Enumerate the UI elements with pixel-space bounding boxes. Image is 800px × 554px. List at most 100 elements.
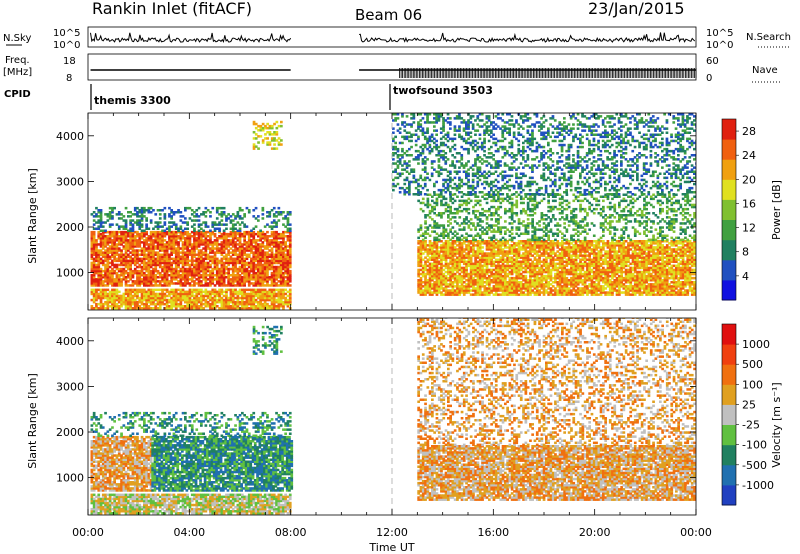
heat-cell bbox=[275, 239, 278, 242]
heat-cell bbox=[149, 294, 153, 298]
heat-cell bbox=[129, 305, 132, 308]
heat-cell bbox=[145, 247, 148, 250]
heat-cell bbox=[478, 260, 482, 263]
heat-cell bbox=[272, 271, 276, 275]
heat-cell bbox=[270, 292, 274, 296]
heat-cell bbox=[478, 258, 482, 261]
heat-cell bbox=[206, 209, 210, 212]
heat-cell bbox=[513, 262, 516, 266]
heat-cell bbox=[535, 250, 539, 253]
heat-cell bbox=[510, 281, 514, 284]
heat-cell bbox=[583, 276, 587, 280]
heat-cell bbox=[437, 266, 441, 270]
heat-cell bbox=[586, 266, 589, 270]
heat-cell bbox=[586, 244, 589, 247]
heat-cell bbox=[421, 240, 425, 243]
heat-cell bbox=[163, 269, 167, 273]
heat-cell bbox=[99, 243, 103, 246]
heat-cell bbox=[510, 276, 514, 280]
heat-cell bbox=[149, 302, 153, 306]
heat-cell bbox=[129, 239, 132, 242]
heat-cell bbox=[92, 276, 96, 279]
heat-cell bbox=[181, 288, 185, 292]
heat-cell bbox=[417, 240, 420, 243]
heat-cell bbox=[524, 262, 528, 266]
heat-cell bbox=[174, 247, 178, 250]
heat-cell bbox=[275, 237, 278, 240]
heat-cell bbox=[222, 206, 226, 210]
heat-cell bbox=[193, 302, 196, 306]
heat-cell bbox=[494, 281, 498, 284]
heat-cell bbox=[433, 262, 436, 266]
heat-cell bbox=[231, 278, 235, 281]
heat-cell bbox=[129, 247, 132, 250]
heat-cell bbox=[579, 266, 582, 270]
heat-cell bbox=[284, 235, 287, 238]
heat-cell bbox=[202, 229, 205, 232]
heat-cell bbox=[588, 248, 591, 251]
heat-cell bbox=[181, 257, 185, 261]
heat-cell bbox=[590, 281, 594, 284]
heat-cell bbox=[200, 263, 203, 267]
heat-cell bbox=[184, 307, 187, 310]
heat-cell bbox=[286, 276, 290, 279]
heat-cell bbox=[99, 259, 103, 263]
heat-cell bbox=[561, 258, 564, 261]
heat-cell bbox=[538, 270, 541, 274]
heat-cell bbox=[101, 276, 105, 279]
heat-cell bbox=[154, 239, 158, 242]
heat-cell bbox=[494, 258, 498, 261]
heat-cell bbox=[286, 298, 290, 302]
heat-cell bbox=[184, 257, 187, 261]
heat-cell bbox=[188, 267, 192, 271]
heat-cell bbox=[95, 241, 98, 244]
heat-cell bbox=[499, 264, 503, 268]
heat-cell bbox=[428, 276, 432, 280]
heat-cell bbox=[163, 302, 167, 306]
heat-cell bbox=[474, 287, 477, 290]
heat-cell bbox=[138, 235, 142, 238]
heat-cell bbox=[576, 276, 580, 280]
heat-cell bbox=[581, 240, 585, 243]
heat-cell bbox=[170, 261, 173, 265]
heat-cell bbox=[426, 279, 430, 282]
heat-cell bbox=[209, 274, 212, 277]
heat-cell bbox=[90, 255, 94, 258]
heat-cell bbox=[97, 292, 101, 296]
heat-cell bbox=[204, 278, 208, 281]
heat-cell bbox=[474, 240, 477, 243]
heat-cell bbox=[259, 294, 262, 298]
heat-cell bbox=[419, 276, 423, 280]
heat-cell bbox=[522, 260, 525, 263]
heat-cell bbox=[163, 229, 167, 232]
heat-cell bbox=[590, 268, 594, 272]
heat-cell bbox=[179, 288, 183, 292]
heat-cell bbox=[460, 270, 464, 274]
heat-cell bbox=[220, 290, 224, 294]
heat-cell bbox=[540, 248, 544, 251]
heat-cell bbox=[197, 290, 201, 294]
heat-cell bbox=[124, 230, 128, 234]
heat-cell bbox=[138, 282, 142, 285]
heat-cell bbox=[190, 251, 194, 254]
heat-cell bbox=[106, 261, 110, 265]
heat-cell bbox=[206, 225, 210, 228]
heat-cell bbox=[186, 294, 189, 298]
heat-cell bbox=[211, 257, 215, 261]
heat-cell bbox=[158, 232, 162, 236]
heat-cell bbox=[202, 261, 205, 265]
heat-cell bbox=[170, 298, 173, 302]
heat-cell bbox=[279, 300, 283, 304]
heat-cell bbox=[456, 291, 459, 294]
heat-cell bbox=[220, 274, 224, 277]
heat-cell bbox=[478, 287, 482, 290]
heat-cell bbox=[250, 294, 253, 298]
heat-cell bbox=[565, 289, 569, 292]
heat-cell bbox=[261, 265, 265, 269]
heat-cell bbox=[172, 241, 176, 244]
heat-cell bbox=[529, 266, 532, 270]
heat-cell bbox=[266, 271, 269, 275]
heat-cell bbox=[200, 261, 203, 265]
heat-cell bbox=[163, 276, 167, 279]
